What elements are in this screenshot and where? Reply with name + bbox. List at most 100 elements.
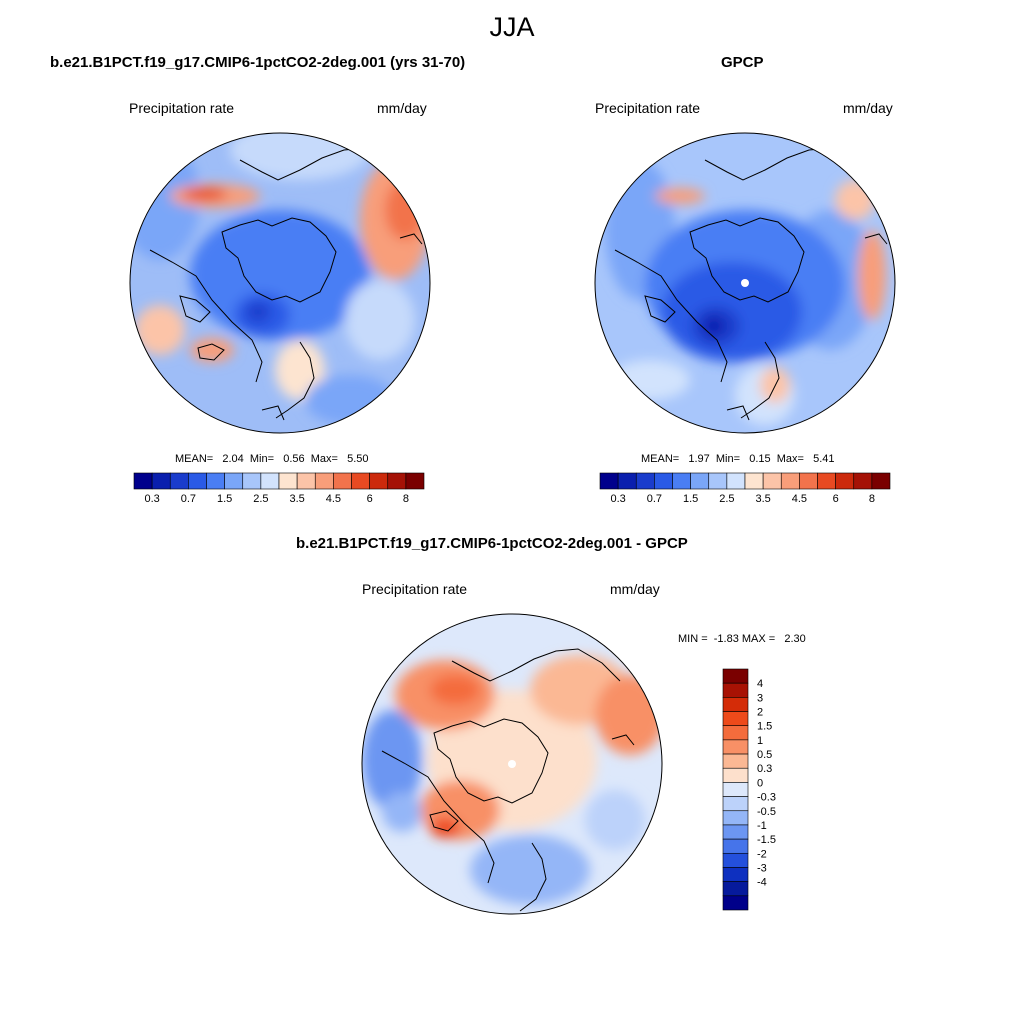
model-colorbar-box bbox=[206, 472, 225, 490]
model-colorbar-box bbox=[133, 472, 153, 490]
obs-colorbar-box bbox=[744, 472, 764, 490]
model-units-label: mm/day bbox=[377, 100, 427, 116]
obs-colorbar-box bbox=[853, 472, 873, 490]
model-colorbar-tick-label: 0.7 bbox=[181, 493, 196, 505]
diff-colorbar-box bbox=[722, 668, 749, 684]
diff-colorbar-box bbox=[722, 867, 749, 882]
obs-colorbar-box bbox=[672, 472, 691, 490]
diff-colorbar-tick-label: -4 bbox=[757, 877, 767, 889]
diff-colorbar-tick-label: 1.5 bbox=[757, 721, 772, 733]
obs-panel-title: GPCP bbox=[721, 54, 764, 71]
model-stats-text: MEAN= 2.04 Min= 0.56 Max= 5.50 bbox=[175, 453, 369, 465]
model-panel-title: b.e21.B1PCT.f19_g17.CMIP6-1pctCO2-2deg.0… bbox=[50, 54, 466, 71]
obs-colorbar-box bbox=[799, 472, 818, 490]
diff-colorbar-tick-label: -1 bbox=[757, 820, 767, 832]
obs-colorbar-tick-label: 2.5 bbox=[719, 493, 734, 505]
obs-colorbar-box bbox=[599, 472, 619, 490]
diff-variable-label: Precipitation rate bbox=[362, 581, 468, 597]
obs-precip-map bbox=[594, 132, 896, 434]
diff-colorbar-tick-label: 0.5 bbox=[757, 749, 772, 761]
diff-colorbar-tick-label: -0.5 bbox=[757, 806, 776, 818]
model-colorbar-tick-label: 8 bbox=[403, 493, 409, 505]
obs-colorbar-box bbox=[690, 472, 710, 490]
model-colorbar-box bbox=[351, 472, 370, 490]
obs-colorbar-box bbox=[817, 472, 836, 490]
model-colorbar-tick-label: 1.5 bbox=[217, 493, 232, 505]
diff-colorbar-tick-label: -2 bbox=[757, 848, 767, 860]
diff-colorbar-box bbox=[722, 881, 749, 897]
model-colorbar-tick-label: 2.5 bbox=[253, 493, 268, 505]
obs-colorbar-box bbox=[617, 472, 637, 490]
obs-colorbar-tick-label: 8 bbox=[869, 493, 875, 505]
diff-colorbar-box bbox=[722, 753, 749, 769]
model-colorbar-box bbox=[296, 472, 316, 490]
model-colorbar-box bbox=[169, 472, 189, 490]
model-colorbar-tick-label: 3.5 bbox=[289, 493, 304, 505]
diff-colorbar-tick-label: -1.5 bbox=[757, 834, 776, 846]
diff-colorbar-box bbox=[722, 838, 749, 854]
model-colorbar: 0.3 0.7 1.5 2.5 3.5 4.5 6 8 bbox=[133, 472, 425, 505]
diff-colorbar-box bbox=[722, 739, 749, 755]
obs-colorbar-box bbox=[708, 472, 728, 490]
diff-colorbar-tick-label: -0.3 bbox=[757, 792, 776, 804]
diff-colorbar-box bbox=[722, 725, 749, 741]
obs-colorbar-box bbox=[762, 472, 782, 490]
model-colorbar-box bbox=[278, 472, 298, 490]
diff-colorbar-tick-label: 0 bbox=[757, 777, 763, 789]
diff-colorbar-box bbox=[722, 852, 749, 868]
diff-precip-map bbox=[361, 613, 663, 915]
obs-colorbar-tick-label: 0.3 bbox=[610, 493, 625, 505]
model-colorbar-box bbox=[369, 472, 389, 490]
obs-colorbar-box bbox=[871, 472, 891, 490]
diff-units-label: mm/day bbox=[610, 581, 660, 597]
diff-colorbar-tick-label: 1 bbox=[757, 735, 763, 747]
diff-colorbar-tick-label: 0.3 bbox=[757, 763, 772, 775]
diff-panel-title: b.e21.B1PCT.f19_g17.CMIP6-1pctCO2-2deg.0… bbox=[296, 535, 688, 552]
obs-colorbar-box bbox=[780, 472, 800, 490]
model-colorbar-box bbox=[242, 472, 262, 490]
diff-colorbar-box bbox=[722, 782, 749, 797]
diff-colorbar-tick-label: 2 bbox=[757, 707, 763, 719]
model-colorbar-box bbox=[224, 472, 244, 490]
diff-colorbar-box bbox=[722, 824, 749, 840]
model-colorbar-box bbox=[387, 472, 407, 490]
diff-colorbar-box bbox=[722, 895, 749, 911]
obs-colorbar-box bbox=[726, 472, 746, 490]
obs-colorbar-box bbox=[635, 472, 655, 490]
model-variable-label: Precipitation rate bbox=[129, 100, 235, 116]
obs-colorbar-box bbox=[654, 472, 673, 490]
obs-colorbar-box bbox=[835, 472, 855, 490]
diff-colorbar: 4 3 2 1.5 1 0.5 0.3 0 -0.3 -0.5 -1 -1.5 -2 -3 -4 bbox=[722, 668, 776, 911]
obs-colorbar-tick-label: 1.5 bbox=[683, 493, 698, 505]
season-title: JJA bbox=[489, 12, 535, 42]
diff-colorbar-box bbox=[722, 711, 749, 727]
diff-stats-text: MIN = -1.83 MAX = 2.30 bbox=[678, 633, 806, 645]
obs-colorbar-tick-label: 4.5 bbox=[792, 493, 807, 505]
obs-colorbar: 0.3 0.7 1.5 2.5 3.5 4.5 6 8 bbox=[599, 472, 891, 505]
diff-colorbar-box bbox=[722, 682, 749, 698]
obs-variable-label: Precipitation rate bbox=[595, 100, 701, 116]
diff-colorbar-tick-label: -3 bbox=[757, 862, 767, 874]
obs-stats-text: MEAN= 1.97 Min= 0.15 Max= 5.41 bbox=[641, 453, 835, 465]
obs-units-label: mm/day bbox=[843, 100, 893, 116]
diff-colorbar-box bbox=[722, 767, 749, 783]
obs-colorbar-tick-label: 6 bbox=[833, 493, 839, 505]
diff-colorbar-tick-label: 3 bbox=[757, 692, 763, 704]
obs-colorbar-tick-label: 3.5 bbox=[755, 493, 770, 505]
model-colorbar-tick-label: 0.3 bbox=[144, 493, 159, 505]
model-precip-map bbox=[129, 132, 431, 434]
diff-colorbar-box bbox=[722, 697, 749, 712]
model-colorbar-box bbox=[314, 472, 334, 490]
model-colorbar-box bbox=[333, 472, 352, 490]
diff-colorbar-box bbox=[722, 810, 749, 826]
model-colorbar-box bbox=[405, 472, 425, 490]
model-colorbar-tick-label: 4.5 bbox=[326, 493, 341, 505]
model-colorbar-box bbox=[151, 472, 171, 490]
model-colorbar-box bbox=[188, 472, 207, 490]
diff-colorbar-tick-label: 4 bbox=[757, 678, 763, 690]
model-colorbar-tick-label: 6 bbox=[367, 493, 373, 505]
model-colorbar-box bbox=[260, 472, 280, 490]
diff-colorbar-box bbox=[722, 796, 749, 812]
obs-colorbar-tick-label: 0.7 bbox=[647, 493, 662, 505]
